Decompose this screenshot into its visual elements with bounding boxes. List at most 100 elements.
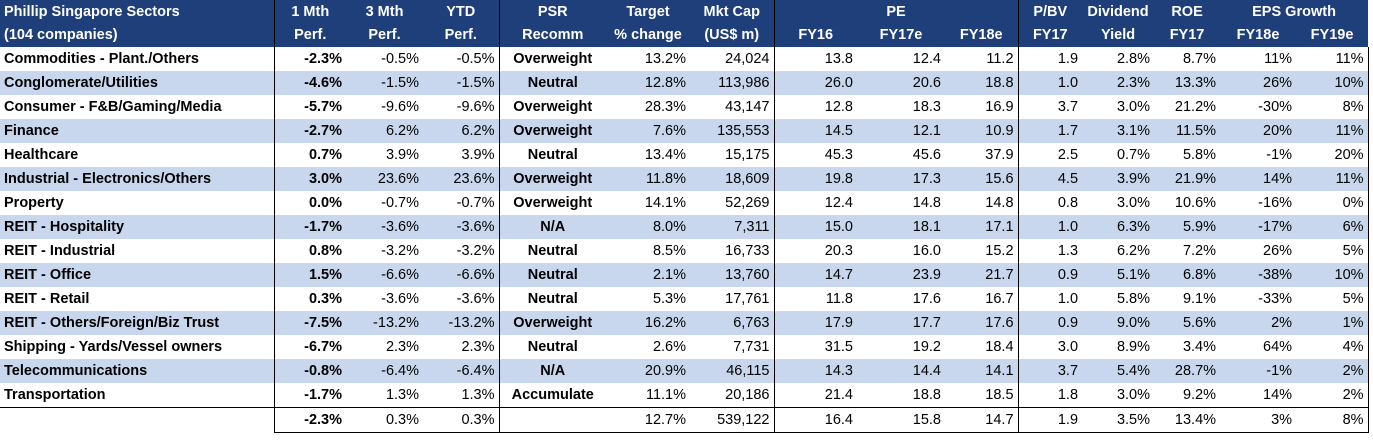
cell-dividend-yield: 2.3% <box>1082 71 1155 95</box>
cell-pe-fy17e: 14.8 <box>912 195 941 211</box>
cell-perf-1mth: -4.6% <box>273 71 346 95</box>
total-eps-fy18e: 3% <box>1220 407 1297 433</box>
cell-pe-fy18e: 21.7 <box>945 263 1019 287</box>
sector-table: Phillip Singapore Sectors 1 Mth 3 Mth YT… <box>0 0 1369 433</box>
cell-eps-fy19e: 4% <box>1296 335 1369 359</box>
cell-sector-name: Finance <box>0 119 274 143</box>
cell-target-change: 16.2% <box>606 311 690 335</box>
cell-eps-fy18e: 11% <box>1264 51 1293 67</box>
cell-sector-name: Industrial - Electronics/Others <box>0 167 274 191</box>
cell-perf-ytd: 23.6% <box>423 167 499 191</box>
cell-pe-fy16: 12.4 <box>773 191 857 215</box>
cell-perf-1mth: -1.7% <box>273 383 346 408</box>
cell-dividend-yield: 3.9% <box>1082 167 1155 191</box>
cell-psr-recomm: Neutral <box>498 287 606 311</box>
cell-perf-1mth: -2.7% <box>273 119 346 143</box>
cell-perf-3mth: -3.6% <box>346 215 423 239</box>
cell-dividend-yield: 3.0% <box>1116 99 1151 115</box>
header-pbv-fy17: FY17 <box>1017 23 1083 47</box>
cell-perf-3mth: 1.3% <box>346 383 423 408</box>
cell-pe-fy17e: 16.0 <box>912 243 941 259</box>
cell-target-change: 5.3% <box>652 291 686 307</box>
cell-mkt-cap: 113,986 <box>690 71 774 95</box>
cell-eps-fy19e: 11% <box>1296 167 1369 191</box>
cell-pe-fy17e: 12.4 <box>912 51 941 67</box>
cell-pbv-fy17: 1.0 <box>1017 215 1083 239</box>
cell-roe-fy17: 3.4% <box>1182 339 1217 355</box>
cell-perf-1mth: -1.7% <box>273 215 346 239</box>
cell-dividend-yield: 0.7% <box>1116 147 1151 163</box>
cell-target-change: 11.8% <box>606 167 690 191</box>
cell-pe-fy16: 31.5 <box>773 335 857 359</box>
table-header: Phillip Singapore Sectors 1 Mth 3 Mth YT… <box>0 0 1369 47</box>
cell-pe-fy17e: 19.2 <box>912 339 941 355</box>
cell-perf-3mth: -1.5% <box>346 71 423 95</box>
cell-pe-fy18e: 37.9 <box>985 147 1014 163</box>
cell-pe-fy18e: 16.9 <box>985 99 1014 115</box>
cell-target-change: 11.1% <box>606 383 690 408</box>
cell-pe-fy18e: 18.8 <box>945 71 1019 95</box>
cell-pe-fy16: 26.0 <box>773 71 857 95</box>
cell-eps-fy18e: 14% <box>1220 167 1297 191</box>
cell-dividend-yield: 6.2% <box>1116 243 1151 259</box>
cell-perf-3mth: 2.3% <box>385 339 419 355</box>
cell-pe-fy18e: 18.4 <box>985 339 1014 355</box>
total-mkt-cap: 539,122 <box>690 407 774 433</box>
cell-mkt-cap: 24,024 <box>725 51 770 67</box>
cell-eps-fy19e: 5% <box>1296 287 1369 311</box>
cell-dividend-yield: 6.3% <box>1082 215 1155 239</box>
cell-perf-3mth: -6.6% <box>346 263 423 287</box>
header-roe-fy17: FY17 <box>1154 23 1221 47</box>
cell-perf-3mth: -0.5% <box>381 51 419 67</box>
cell-pe-fy17e: 17.3 <box>857 167 945 191</box>
cell-pbv-fy17: 1.0 <box>1017 287 1083 311</box>
cell-roe-fy17: 9.2% <box>1154 383 1221 408</box>
cell-roe-fy17: 11.5% <box>1154 119 1221 143</box>
cell-eps-fy18e: 26% <box>1220 71 1297 95</box>
cell-perf-ytd: 3.9% <box>461 147 495 163</box>
table-row: REIT - Office 1.5% -6.6% -6.6% Neutral 2.1% 13… <box>0 263 1369 287</box>
table-row: Conglomerate/Utilities -4.6% -1.5% -1.5% Neu… <box>0 71 1369 95</box>
cell-perf-1mth: 0.7% <box>273 143 346 167</box>
total-pe-fy16: 16.4 <box>773 407 857 433</box>
cell-sector-name: Conglomerate/Utilities <box>0 71 274 95</box>
cell-roe-fy17: 5.9% <box>1154 215 1221 239</box>
total-pe-fy18e: 14.7 <box>945 407 1019 433</box>
total-psr-recomm <box>498 407 606 433</box>
table-row: Transportation -1.7% 1.3% 1.3% Accumulate 11.… <box>0 383 1369 408</box>
cell-eps-fy19e: 2% <box>1296 383 1369 408</box>
header-recomm: Recomm <box>498 23 606 47</box>
header-perf-2: Perf. <box>346 23 423 47</box>
cell-target-change: 13.4% <box>644 147 686 163</box>
cell-target-change: 20.9% <box>606 359 690 383</box>
header-pe-fy17e: FY17e <box>857 23 945 47</box>
total-roe-fy17: 13.4% <box>1154 407 1221 433</box>
cell-perf-3mth: -3.6% <box>381 291 419 307</box>
cell-pe-fy16: 20.3 <box>773 239 857 263</box>
cell-psr-recomm: Overweight <box>498 47 606 71</box>
cell-pe-fy16: 17.9 <box>773 311 857 335</box>
cell-target-change: 8.0% <box>606 215 690 239</box>
cell-perf-ytd: 2.3% <box>461 339 495 355</box>
cell-sector-name: REIT - Others/Foreign/Biz Trust <box>0 311 274 335</box>
cell-pbv-fy17: 0.8 <box>1017 191 1083 215</box>
cell-eps-fy19e: 11% <box>1296 47 1369 71</box>
cell-eps-fy19e: 10% <box>1296 71 1369 95</box>
cell-sector-name: Transportation <box>0 383 274 408</box>
cell-sector-name: REIT - Retail <box>4 291 90 307</box>
header-row-2: (104 companies) Perf. Perf. Perf. Recomm… <box>0 23 1369 47</box>
cell-pbv-fy17: 1.8 <box>1017 383 1083 408</box>
header-mktcap: Mkt Cap <box>690 0 774 24</box>
cell-pbv-fy17: 0.9 <box>1017 311 1083 335</box>
header-3mth: 3 Mth <box>346 0 423 24</box>
header-row-1: Phillip Singapore Sectors 1 Mth 3 Mth YT… <box>0 0 1369 24</box>
cell-psr-recomm: N/A <box>498 359 606 383</box>
table-row: Commodities - Plant./Others -2.3% -0.5% -0.… <box>0 47 1369 71</box>
cell-perf-ytd: -13.2% <box>423 311 499 335</box>
cell-perf-ytd: -3.2% <box>456 243 495 259</box>
cell-eps-fy18e: 14% <box>1220 383 1297 408</box>
cell-roe-fy17: 5.8% <box>1182 147 1217 163</box>
cell-perf-1mth: 1.5% <box>273 263 346 287</box>
header-perf-1: Perf. <box>273 23 346 47</box>
header-pct-change: % change <box>606 23 690 47</box>
